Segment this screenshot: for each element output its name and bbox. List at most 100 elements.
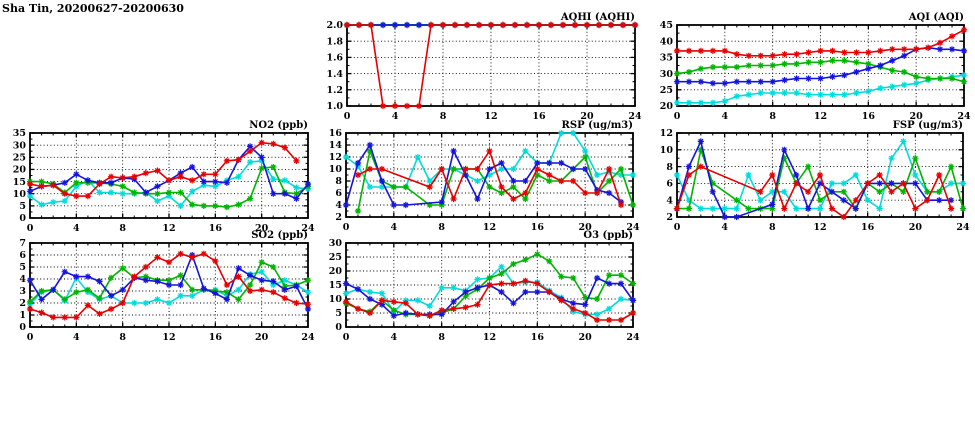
svg-text:12: 12 <box>813 222 826 233</box>
svg-text:30: 30 <box>329 238 343 249</box>
svg-text:16: 16 <box>862 111 876 122</box>
series-green <box>673 57 968 85</box>
series-red-markers <box>26 139 300 200</box>
svg-text:5: 5 <box>335 308 342 319</box>
series-blue-markers <box>342 141 625 209</box>
chart-no2: 0 4 8 12 16 20 24 0 5 10 15 20 25 30 35 NO2 (ppb) <box>3 114 318 236</box>
svg-text:4: 4 <box>391 222 398 233</box>
svg-text:8: 8 <box>769 222 776 233</box>
page-title: Sha Tin, 20200627-20200630 <box>2 2 184 15</box>
svg-text:10: 10 <box>13 189 27 200</box>
svg-text:16: 16 <box>531 222 545 233</box>
svg-text:0: 0 <box>674 111 681 122</box>
svg-text:0: 0 <box>343 222 350 233</box>
svg-text:24: 24 <box>628 111 642 122</box>
svg-text:20: 20 <box>329 266 343 277</box>
svg-text:5: 5 <box>19 262 26 273</box>
svg-text:6: 6 <box>666 179 673 190</box>
series-red-markers <box>673 163 955 221</box>
svg-text:1.4: 1.4 <box>326 69 343 80</box>
svg-text:20: 20 <box>909 222 923 233</box>
svg-text:20: 20 <box>13 165 27 176</box>
svg-text:16: 16 <box>329 128 343 139</box>
svg-text:45: 45 <box>660 20 673 31</box>
series-blue-markers <box>342 274 637 319</box>
axis-labels: 0 4 8 12 16 20 24 0 5 10 15 20 25 30 <box>329 238 640 343</box>
svg-text:3: 3 <box>19 286 26 297</box>
svg-text:20: 20 <box>660 101 674 112</box>
svg-text:0: 0 <box>335 322 342 333</box>
axes <box>29 242 309 328</box>
svg-text:1.8: 1.8 <box>326 36 343 47</box>
svg-text:2: 2 <box>19 298 26 309</box>
gridlines <box>347 25 635 106</box>
svg-text:8: 8 <box>769 111 776 122</box>
svg-text:24: 24 <box>301 332 315 343</box>
svg-text:0: 0 <box>344 111 351 122</box>
aqi-title: AQI (AQI) <box>908 12 964 23</box>
svg-text:8: 8 <box>119 332 126 343</box>
svg-text:10: 10 <box>660 145 674 156</box>
series-green-markers <box>673 57 968 85</box>
svg-text:0: 0 <box>674 222 681 233</box>
svg-text:12: 12 <box>483 222 496 233</box>
series-red <box>26 139 300 200</box>
svg-text:6: 6 <box>19 250 26 261</box>
svg-text:12: 12 <box>329 152 342 163</box>
svg-text:15: 15 <box>329 280 342 291</box>
svg-text:1.2: 1.2 <box>326 85 343 96</box>
svg-text:25: 25 <box>329 252 342 263</box>
svg-text:35: 35 <box>660 53 673 64</box>
svg-text:8: 8 <box>438 332 445 343</box>
svg-text:30: 30 <box>660 69 674 80</box>
svg-text:15: 15 <box>13 177 26 188</box>
chart-o3: 0 4 8 12 16 20 24 0 5 10 15 20 25 30 O3 (ppb) <box>319 224 643 345</box>
svg-text:6: 6 <box>335 188 342 199</box>
axes <box>676 24 965 107</box>
series-red <box>354 147 625 209</box>
svg-text:25: 25 <box>13 152 26 163</box>
svg-text:12: 12 <box>483 332 496 343</box>
chart-fsp: 0 4 8 12 16 20 24 2 4 6 8 10 12 FSP (ug/m3) <box>650 114 973 235</box>
svg-text:24: 24 <box>301 223 315 234</box>
svg-text:40: 40 <box>660 36 674 47</box>
svg-text:10: 10 <box>329 164 343 175</box>
svg-text:24: 24 <box>957 111 971 122</box>
svg-text:24: 24 <box>956 222 970 233</box>
series-red <box>26 250 312 321</box>
axis-labels: 0 4 8 12 16 20 24 20 25 30 35 40 45 <box>660 20 971 122</box>
svg-text:1.6: 1.6 <box>326 53 343 64</box>
series-red <box>343 21 639 110</box>
svg-text:8: 8 <box>335 176 342 187</box>
series-red-markers <box>354 147 625 209</box>
svg-text:20: 20 <box>579 222 593 233</box>
chart-rsp: 0 4 8 12 16 20 24 2 4 6 8 10 12 14 16 RSP (ug/m3) <box>319 114 643 235</box>
series-blue <box>342 274 637 319</box>
svg-text:16: 16 <box>209 332 223 343</box>
gridlines <box>30 133 308 218</box>
svg-text:12: 12 <box>660 128 673 139</box>
series-blue <box>26 251 312 313</box>
svg-text:0: 0 <box>343 332 350 343</box>
svg-text:0: 0 <box>19 322 26 333</box>
svg-text:30: 30 <box>13 140 27 151</box>
svg-text:20: 20 <box>910 111 924 122</box>
svg-text:4: 4 <box>392 111 399 122</box>
svg-text:16: 16 <box>531 332 545 343</box>
svg-text:2.0: 2.0 <box>326 20 343 31</box>
series-red-markers <box>343 21 639 110</box>
svg-text:1: 1 <box>19 310 26 321</box>
chart-so2: 0 4 8 12 16 20 24 0 1 2 3 4 5 6 7 SO2 (ppb) <box>3 224 318 345</box>
svg-text:12: 12 <box>484 111 497 122</box>
svg-text:8: 8 <box>666 162 673 173</box>
series-blue-markers <box>673 44 968 87</box>
no2-title: NO2 (ppb) <box>249 120 308 131</box>
svg-text:16: 16 <box>532 111 546 122</box>
svg-text:8: 8 <box>438 222 445 233</box>
aqi-plot: 0 4 8 12 16 20 24 20 25 30 35 40 45 AQI (AQI) <box>660 12 971 122</box>
fsp-title: FSP (ug/m3) <box>893 120 963 131</box>
